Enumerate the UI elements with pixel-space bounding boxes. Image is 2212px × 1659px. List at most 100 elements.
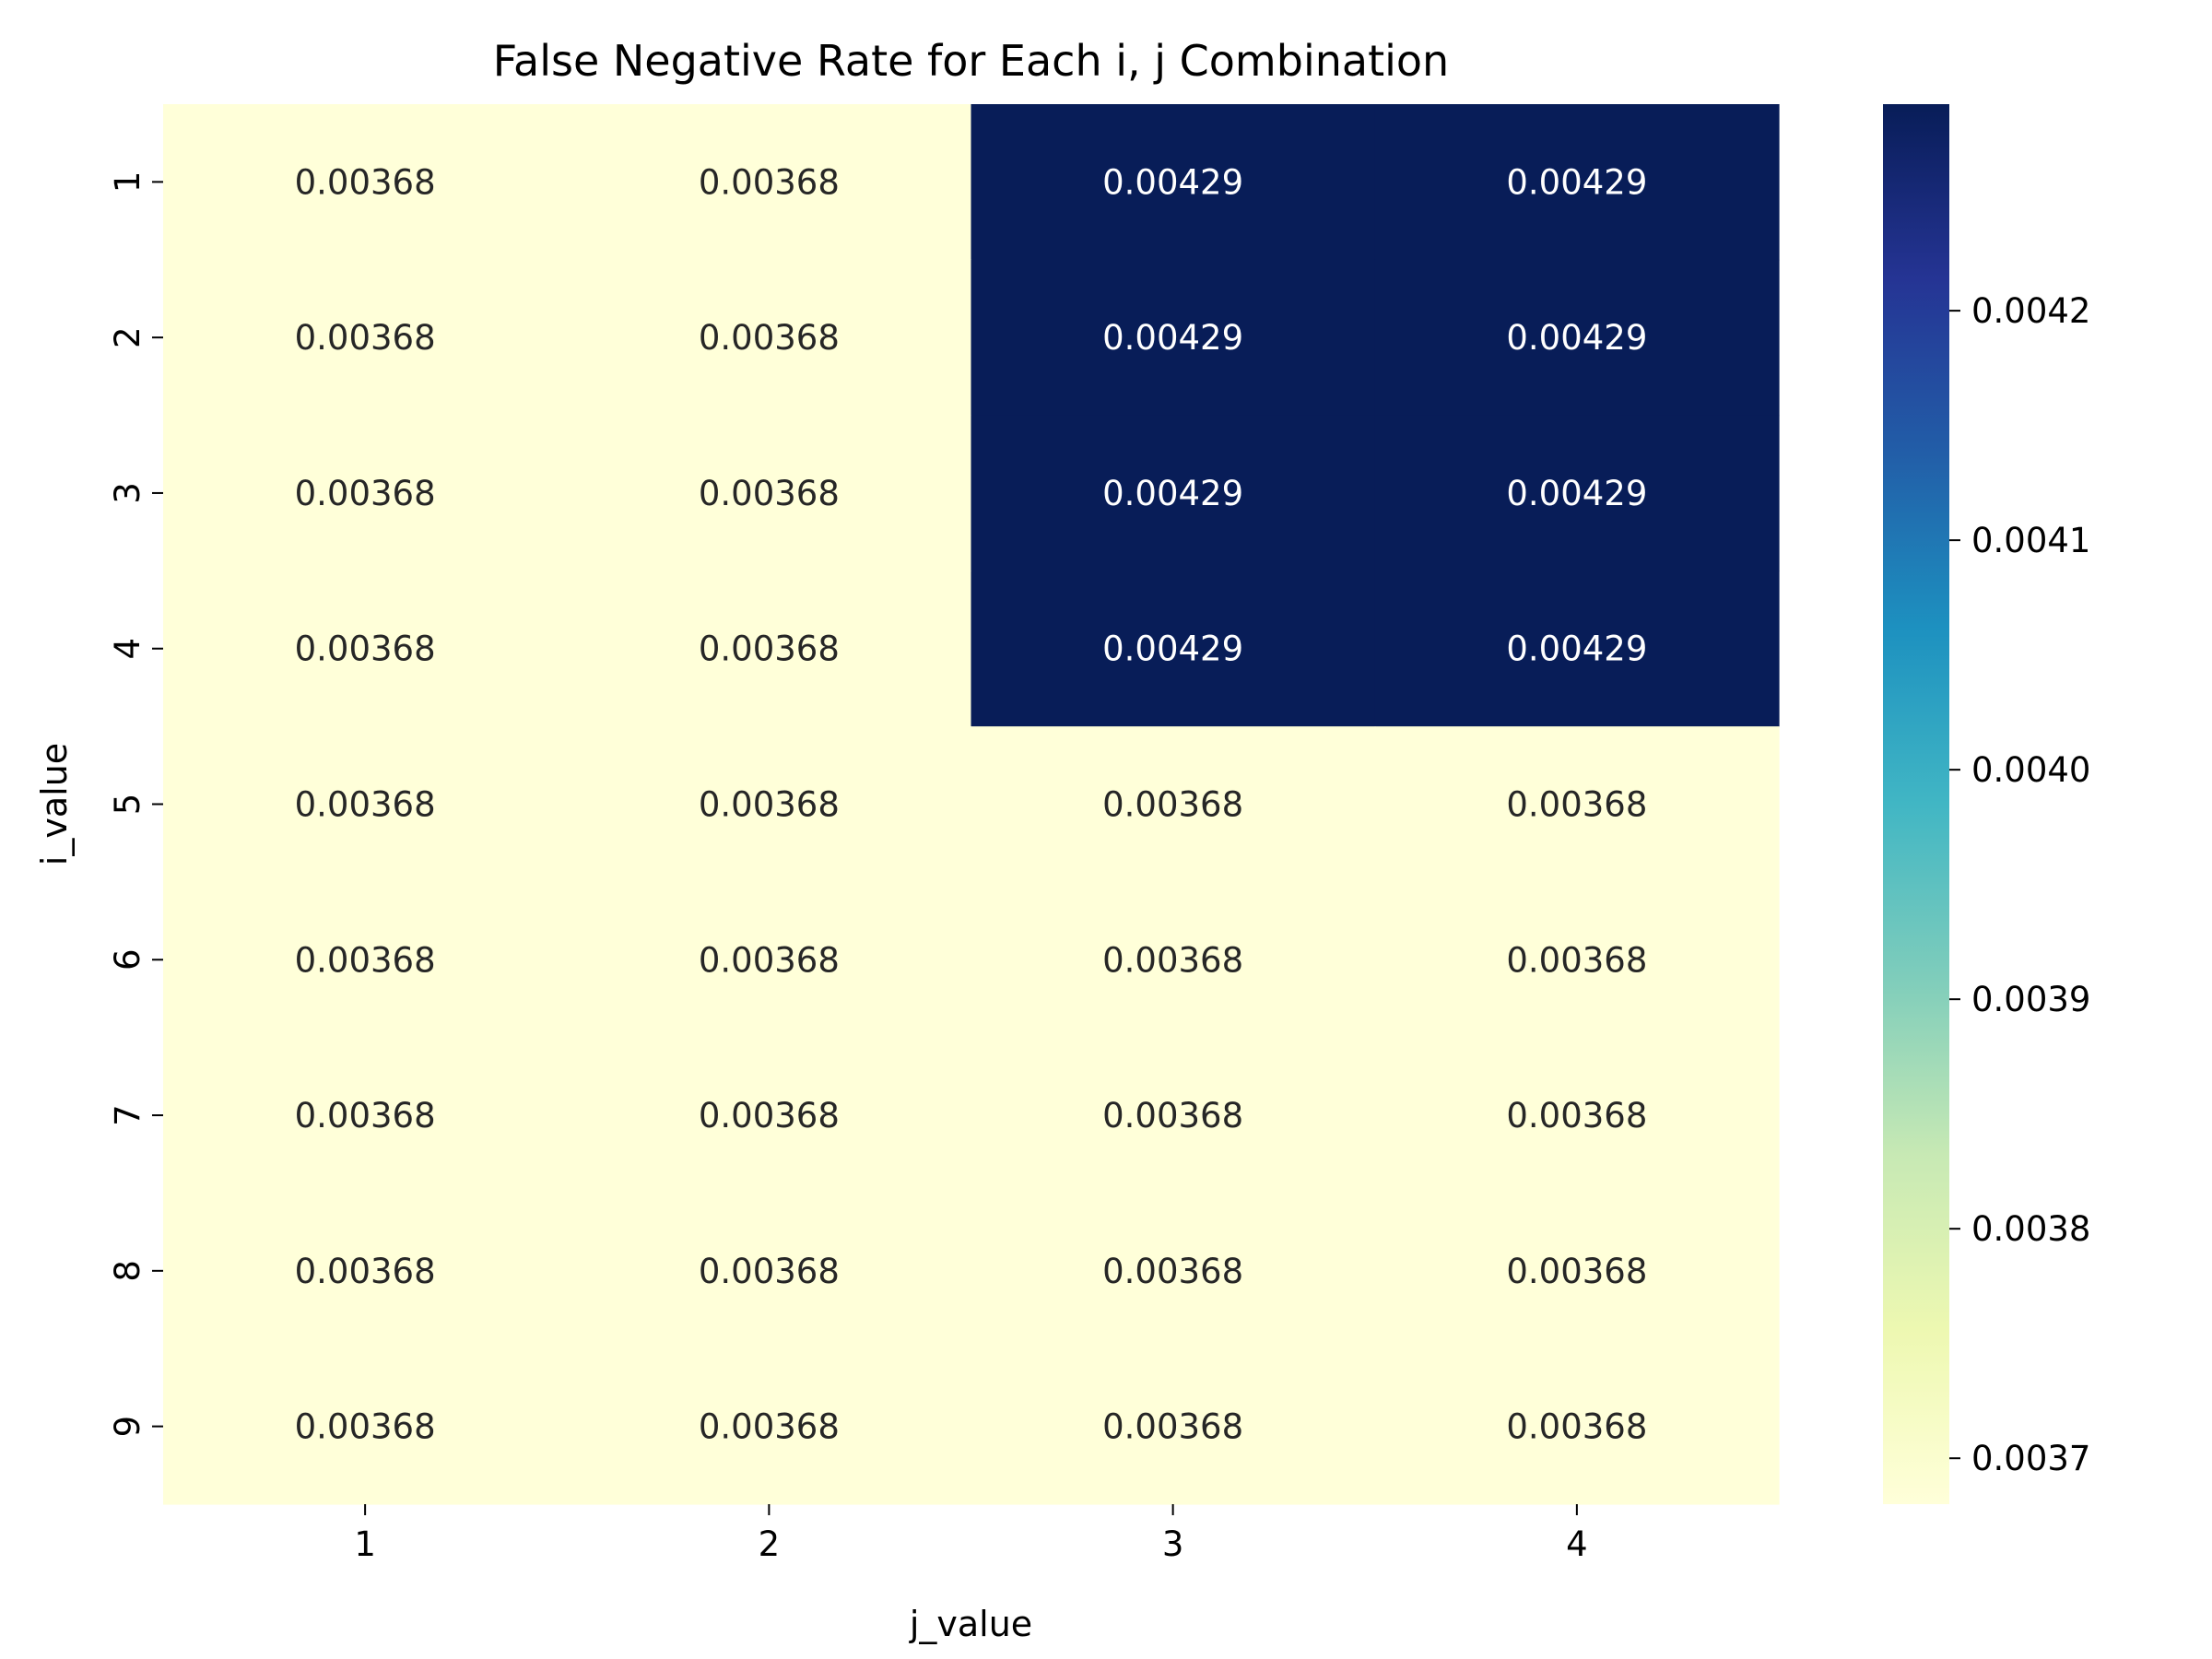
heatmap-cell — [971, 1348, 1376, 1505]
cell-value-label: 0.00368 — [1506, 1252, 1647, 1291]
cell-value-label: 0.00368 — [1102, 940, 1243, 980]
cell-value-label: 0.00368 — [1506, 785, 1647, 825]
colorbar-tick-label: 0.0037 — [1971, 1439, 2090, 1478]
heatmap-cell — [567, 1348, 972, 1505]
heatmap-cell — [1374, 1193, 1780, 1349]
cell-value-label: 0.00368 — [699, 629, 840, 669]
x-tick-label: 2 — [759, 1524, 781, 1564]
colorbar-tick-label: 0.0041 — [1971, 521, 2090, 560]
cell-value-label: 0.00368 — [295, 474, 436, 513]
chart-title: False Negative Rate for Each i, j Combin… — [493, 36, 1449, 86]
heatmap-cell — [163, 726, 568, 883]
heatmap-cell — [971, 726, 1376, 883]
heatmap-cell — [163, 1037, 568, 1194]
heatmap-cell — [163, 104, 568, 261]
heatmap-cell — [971, 1037, 1376, 1194]
heatmap-cell — [163, 881, 568, 1039]
y-axis-label: i_value — [34, 743, 75, 865]
heatmap-cell — [567, 415, 972, 571]
heatmap-cell — [163, 1348, 568, 1505]
heatmap-cell — [1374, 726, 1780, 883]
y-tick-label: 8 — [108, 1260, 147, 1282]
heatmap-cell — [1374, 1037, 1780, 1194]
colorbar-gradient — [1883, 104, 1949, 1504]
cell-value-label: 0.00368 — [295, 162, 436, 202]
cell-value-label: 0.00368 — [295, 940, 436, 980]
heatmap-cell — [1374, 571, 1780, 727]
heatmap-cell — [971, 1193, 1376, 1349]
cell-value-label: 0.00368 — [1506, 1407, 1647, 1447]
heatmap-cell — [1374, 1348, 1780, 1505]
colorbar-tick-label: 0.0040 — [1971, 750, 2090, 790]
colorbar-tick-label: 0.0039 — [1971, 980, 2090, 1019]
colorbar-tick-label: 0.0038 — [1971, 1209, 2090, 1249]
cell-value-label: 0.00368 — [295, 318, 436, 358]
y-tick-label: 2 — [108, 326, 147, 348]
heatmap-cell — [163, 415, 568, 571]
heatmap-cell — [1374, 259, 1780, 417]
y-tick-label: 1 — [108, 171, 147, 194]
cell-value-label: 0.00368 — [699, 785, 840, 825]
heatmap-cell — [971, 881, 1376, 1039]
cell-value-label: 0.00368 — [295, 1252, 436, 1291]
y-tick-label: 9 — [108, 1416, 147, 1438]
heatmap-cell — [567, 881, 972, 1039]
cell-value-label: 0.00429 — [1102, 318, 1243, 358]
heatmap-cell — [567, 259, 972, 417]
cell-value-label: 0.00429 — [1506, 629, 1647, 669]
cell-value-label: 0.00368 — [295, 629, 436, 669]
heatmap-cell — [971, 415, 1376, 571]
y-tick-label: 4 — [108, 638, 147, 660]
y-axis-ticks: 1 2 3 4 5 6 7 8 9 — [108, 171, 163, 1438]
cell-value-label: 0.00368 — [1506, 1096, 1647, 1135]
heatmap-cell — [1374, 881, 1780, 1039]
cell-value-label: 0.00368 — [699, 1096, 840, 1135]
heatmap-cell — [1374, 415, 1780, 571]
cell-value-label: 0.00429 — [1102, 162, 1243, 202]
heatmap-cell — [1374, 104, 1780, 261]
heatmap-cell — [971, 571, 1376, 727]
cell-value-label: 0.00368 — [699, 940, 840, 980]
heatmap-cell — [971, 259, 1376, 417]
cell-value-label: 0.00368 — [1506, 940, 1647, 980]
cell-value-label: 0.00368 — [699, 1407, 840, 1447]
cell-value-label: 0.00368 — [295, 1407, 436, 1447]
cell-value-label: 0.00429 — [1102, 629, 1243, 669]
y-tick-label: 5 — [108, 794, 147, 816]
heatmap-cell — [567, 104, 972, 261]
heatmap-cell — [567, 726, 972, 883]
cell-value-label: 0.00368 — [699, 318, 840, 358]
heatmap-cell — [971, 104, 1376, 261]
heatmap-cell — [163, 259, 568, 417]
colorbar-tick-label: 0.0042 — [1971, 291, 2090, 331]
y-tick-label: 7 — [108, 1104, 147, 1126]
cell-value-label: 0.00429 — [1506, 474, 1647, 513]
cell-value-label: 0.00368 — [1102, 1252, 1243, 1291]
colorbar: 0.0037 0.0038 0.0039 0.0040 0.0041 0.0042 — [1883, 104, 2090, 1504]
heatmap-cell-labels: 0.00368 0.00368 0.00429 0.00429 0.00368 0.003… — [295, 162, 1648, 1446]
y-tick-label: 3 — [108, 482, 147, 504]
x-axis-label: j_value — [909, 1604, 1032, 1644]
x-tick-label: 1 — [354, 1524, 376, 1564]
x-axis-ticks: 1 2 3 4 — [354, 1504, 1588, 1564]
cell-value-label: 0.00368 — [699, 1252, 840, 1291]
cell-value-label: 0.00429 — [1102, 474, 1243, 513]
cell-value-label: 0.00368 — [1102, 1407, 1243, 1447]
cell-value-label: 0.00368 — [699, 474, 840, 513]
heatmap-cell — [567, 571, 972, 727]
heatmap-cell — [163, 1193, 568, 1349]
cell-value-label: 0.00429 — [1506, 162, 1647, 202]
heatmap-cell — [567, 1193, 972, 1349]
heatmap-cell — [567, 1037, 972, 1194]
x-tick-label: 3 — [1162, 1524, 1184, 1564]
cell-value-label: 0.00368 — [1102, 785, 1243, 825]
cell-value-label: 0.00368 — [295, 785, 436, 825]
cell-value-label: 0.00368 — [295, 1096, 436, 1135]
x-tick-label: 4 — [1566, 1524, 1588, 1564]
cell-value-label: 0.00429 — [1506, 318, 1647, 358]
cell-value-label: 0.00368 — [699, 162, 840, 202]
cell-value-label: 0.00368 — [1102, 1096, 1243, 1135]
y-tick-label: 6 — [108, 949, 147, 971]
heatmap-cells — [163, 104, 1780, 1505]
